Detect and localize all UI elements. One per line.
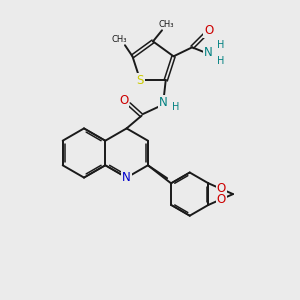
Text: N: N xyxy=(159,96,168,109)
Text: O: O xyxy=(217,182,226,195)
Text: CH₃: CH₃ xyxy=(158,20,174,29)
Text: N: N xyxy=(122,171,131,184)
Text: O: O xyxy=(119,94,128,107)
Text: H: H xyxy=(217,40,224,50)
Text: N: N xyxy=(204,46,213,59)
Text: S: S xyxy=(136,74,144,87)
Text: CH₃: CH₃ xyxy=(111,35,127,44)
Text: H: H xyxy=(217,56,224,66)
Text: O: O xyxy=(217,193,226,206)
Text: H: H xyxy=(172,103,180,112)
Text: O: O xyxy=(204,24,213,37)
